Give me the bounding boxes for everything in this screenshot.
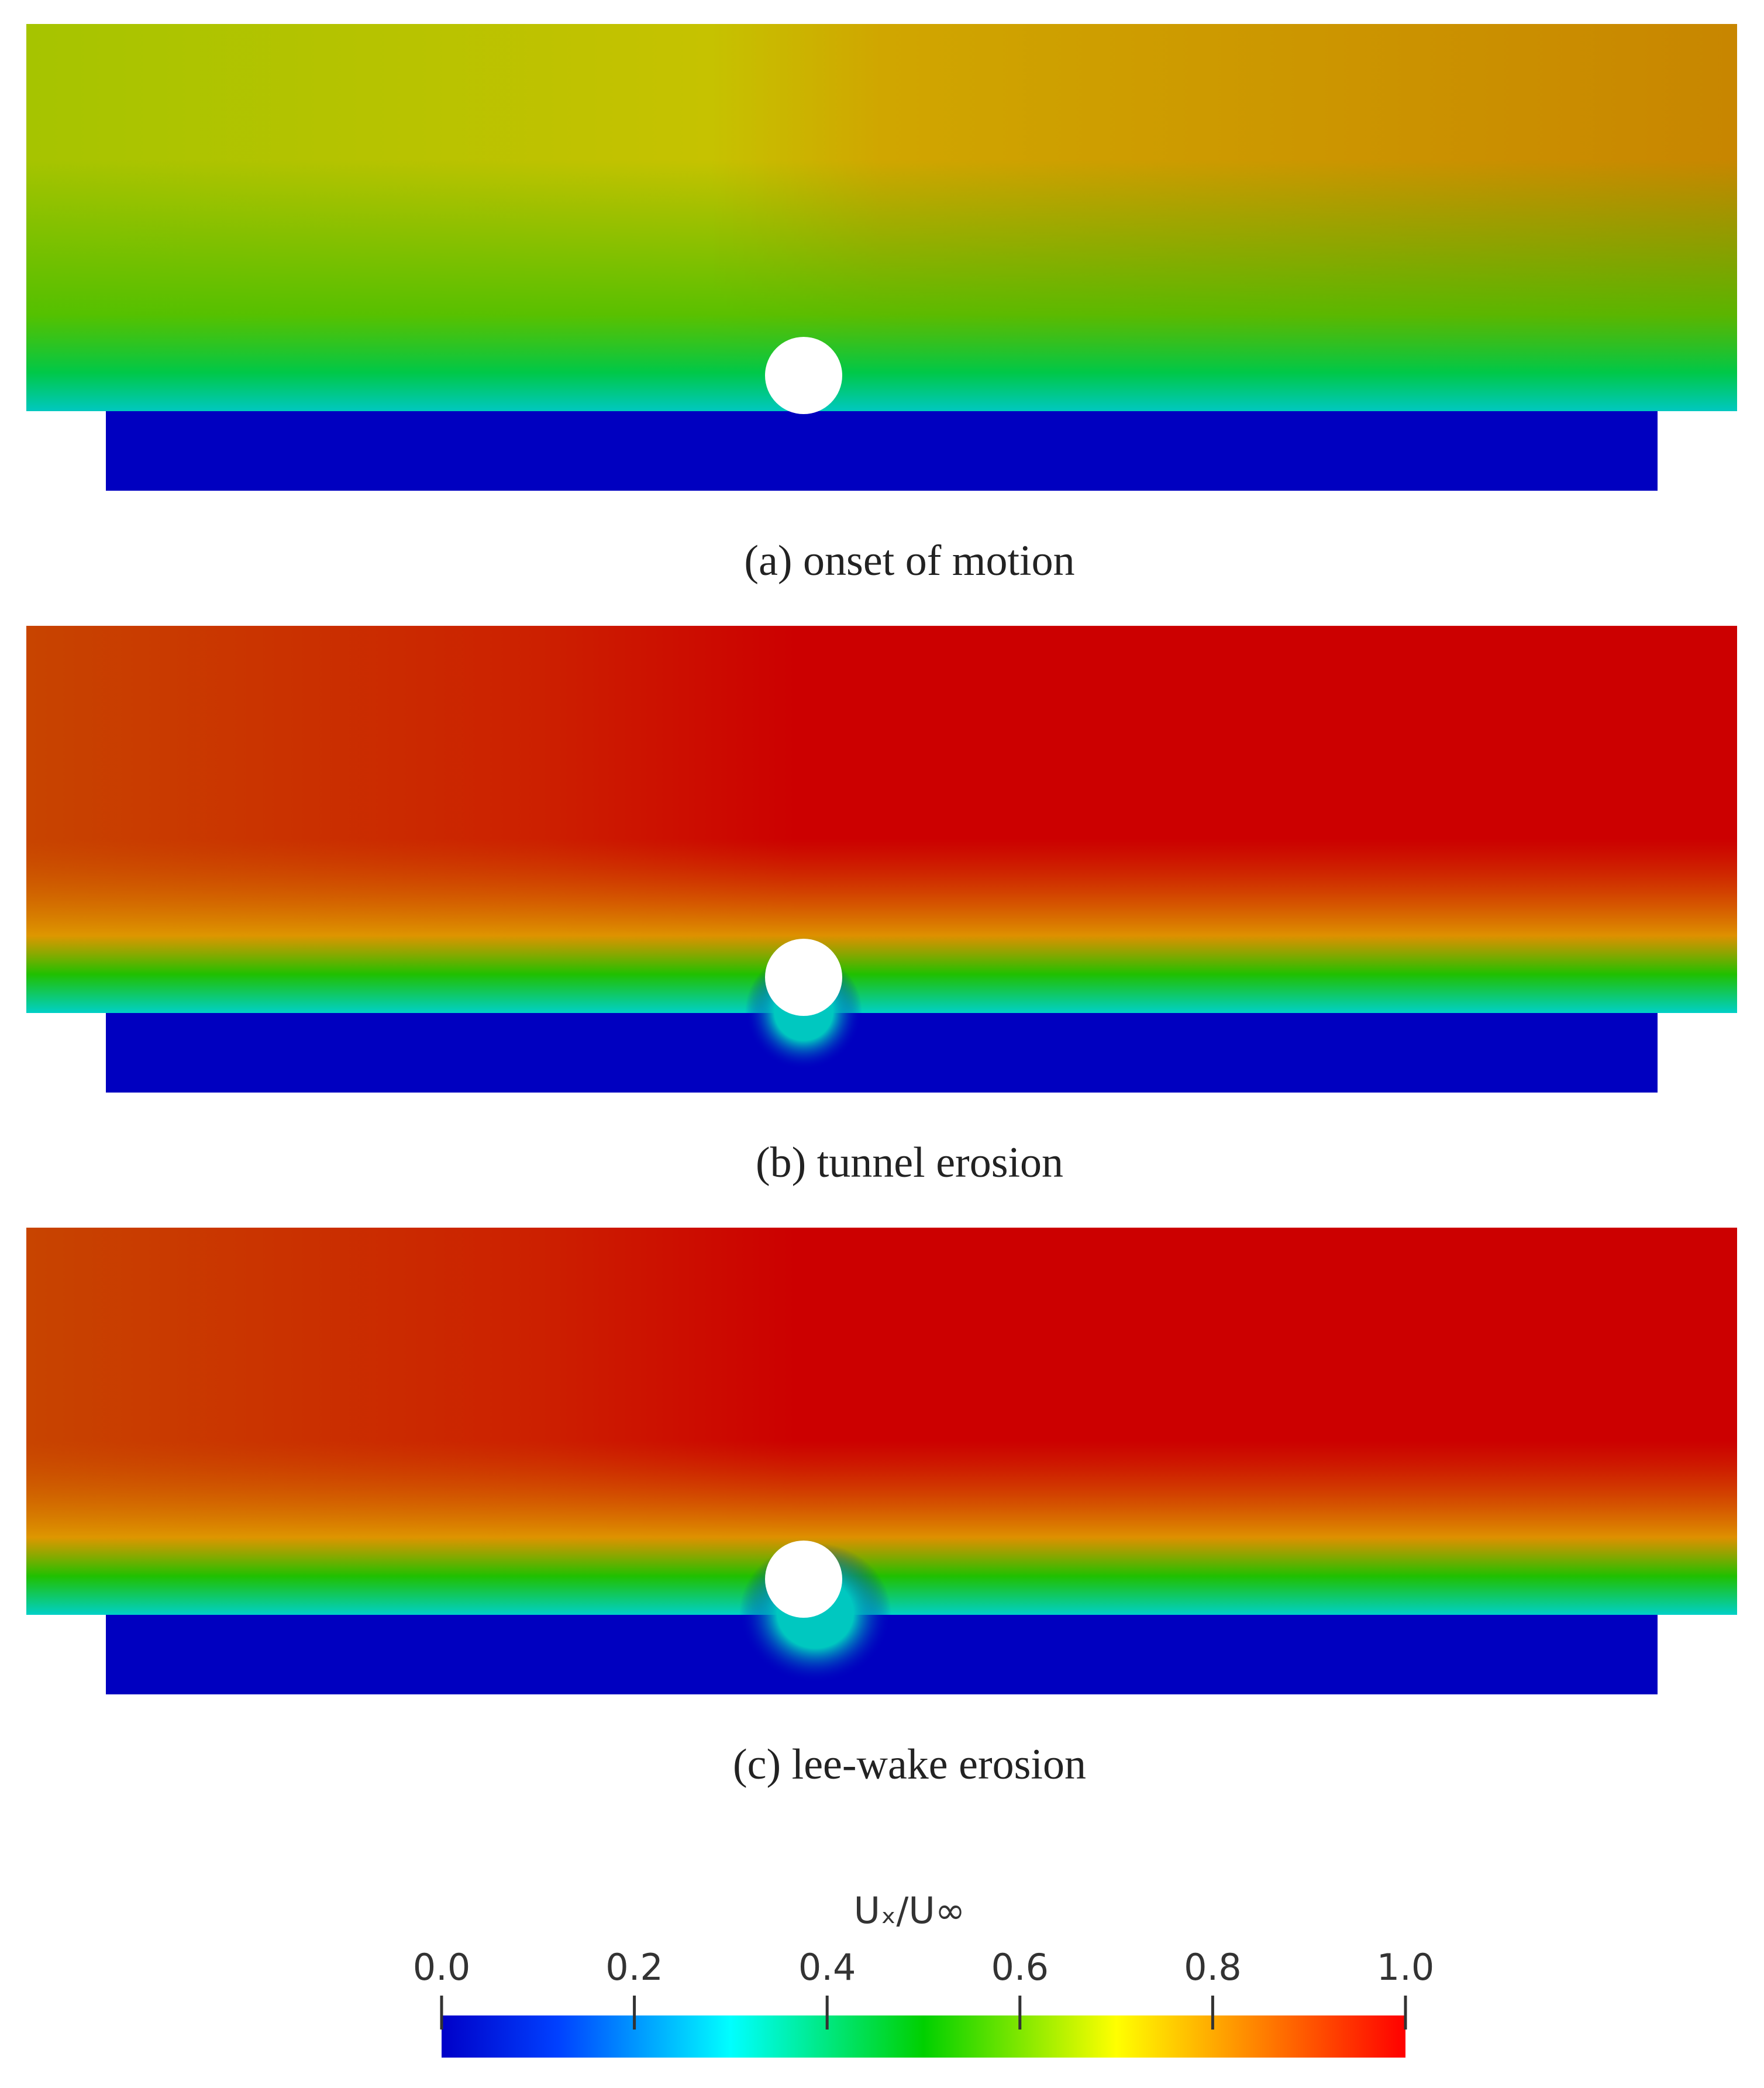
tick-label: 1.0 (1377, 1946, 1435, 1989)
tick-label: 0.0 (413, 1946, 471, 1989)
pipeline (765, 337, 842, 414)
flow-field-shear (26, 626, 1737, 1013)
tick-label: 0.4 (798, 1946, 856, 1989)
tick-label: 0.6 (991, 1946, 1049, 1989)
pipeline (765, 939, 842, 1016)
caption: (b) tunnel erosion (756, 1139, 1063, 1187)
pipeline (765, 1541, 842, 1618)
colorbar (442, 2015, 1405, 2058)
tick-label: 0.8 (1184, 1946, 1242, 1989)
caption: (a) onset of motion (744, 537, 1074, 585)
flow-field-shear (26, 24, 1737, 411)
flow-field-shear (26, 1228, 1737, 1615)
seabed (106, 1013, 1658, 1093)
colorbar-title: Uₓ/U∞ (854, 1889, 966, 1932)
seabed (106, 411, 1658, 491)
tick-label: 0.2 (605, 1946, 663, 1989)
caption: (c) lee-wake erosion (733, 1741, 1086, 1789)
